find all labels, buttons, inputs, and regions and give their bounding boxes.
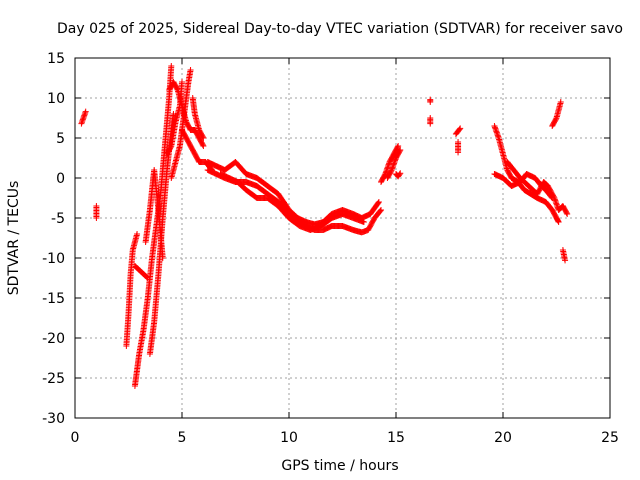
data-point [427,115,434,121]
data-point [396,171,403,178]
data-point [144,275,151,281]
data-point [170,111,177,117]
data-point [199,133,206,140]
x-tick-label: 25 [601,430,619,446]
y-axis-label: SDTVAR / TECUs [6,181,22,296]
data-point [378,207,385,213]
data-point [200,143,207,149]
y-tick-label: -10 [42,251,65,267]
data-point [564,211,571,217]
axis-ticks: 0 5 10 15 20 25 -30 -25 -20 -15 -10 -5 0 5 10 15 [42,51,619,446]
data-point [375,200,382,206]
data-point [82,108,89,115]
y-tick-label: 15 [47,51,65,67]
data-point [457,125,464,132]
y-tick-label: -5 [51,211,65,227]
x-tick-label: 5 [178,430,187,446]
data-point [557,99,564,105]
y-tick-label: -15 [42,291,65,307]
data-point [397,147,404,153]
data-marks [78,63,571,389]
y-tick-label: -25 [42,371,65,387]
x-tick-label: 20 [494,430,512,446]
y-tick-label: -20 [42,331,65,347]
plot-frame [74,57,611,419]
data-point [360,219,367,225]
y-tick-label: 10 [47,91,65,107]
data-point [396,148,403,155]
data-point [552,116,559,123]
data-point [375,199,382,205]
data-point [134,231,141,237]
y-tick-label: 0 [56,171,65,187]
chart-title: Day 025 of 2025, Sidereal Day-to-day VTE… [57,21,623,37]
x-tick-label: 10 [280,430,298,446]
data-point [562,257,569,264]
data-point [200,135,207,141]
x-tick-label: 15 [387,430,405,446]
data-point [455,139,462,145]
data-point [563,209,570,216]
y-tick-label: -30 [42,411,65,427]
data-point [199,141,206,148]
data-point [394,144,401,151]
data-point [93,203,100,209]
data-point [377,207,384,214]
data-point [397,170,404,177]
x-axis-label: GPS time / hours [281,458,398,474]
data-point [187,67,194,73]
data-point [550,193,557,200]
x-tick-label: 0 [71,430,80,446]
data-point [555,219,562,225]
data-point [167,144,174,151]
data-point [144,274,151,281]
data-point [179,79,185,85]
data-point [143,273,150,280]
data-point [168,63,175,69]
data-point [555,218,562,224]
data-point [456,126,463,133]
data-point [427,96,434,103]
data-point [174,85,181,92]
y-tick-label: 5 [56,131,65,147]
data-point [395,143,402,149]
